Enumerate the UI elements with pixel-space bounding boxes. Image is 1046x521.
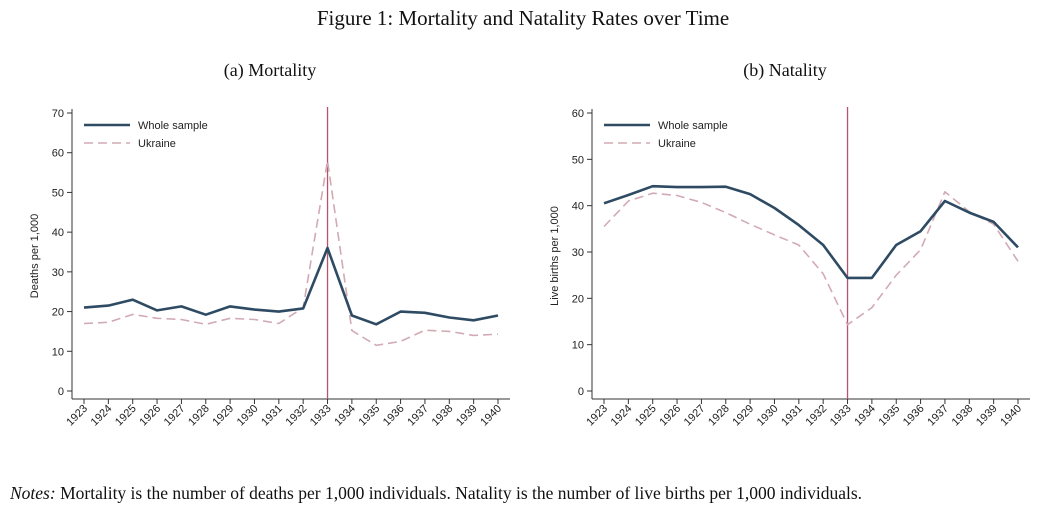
figure-notes: Notes: Mortality is the number of deaths… — [10, 483, 1040, 504]
mortality-x-tick-label: 1933 — [308, 403, 334, 429]
natality-x-tick-label: 1940 — [998, 403, 1024, 429]
mortality-x-tick-label: 1925 — [113, 403, 139, 429]
notes-lead: Notes: — [10, 483, 56, 503]
natality-y-tick-label: 20 — [572, 293, 584, 305]
natality-y-tick-label: 10 — [572, 340, 584, 352]
mortality-y-tick-label: 30 — [52, 267, 64, 279]
mortality-x-tick-label: 1928 — [186, 403, 212, 429]
mortality-y-tick-label: 20 — [52, 307, 64, 319]
mortality-x-tick-label: 1932 — [283, 403, 309, 429]
mortality-x-tick-label: 1940 — [478, 403, 504, 429]
natality-x-tick-label: 1932 — [803, 403, 829, 429]
natality-y-tick-label: 30 — [572, 247, 584, 259]
natality-x-tick-label: 1931 — [779, 403, 805, 429]
mortality-series-whole-sample-line — [83, 246, 499, 326]
natality-x-tick-label: 1936 — [901, 403, 927, 429]
natality-x-tick-label: 1933 — [828, 403, 854, 429]
natality-y-axis-label: Live births per 1,000 — [549, 206, 561, 306]
mortality-x-tick-label: 1936 — [381, 403, 407, 429]
mortality-x-tick-label: 1934 — [332, 403, 358, 429]
mortality-x-tick-label: 1939 — [454, 403, 480, 429]
mortality-x-tick-label: 1926 — [137, 403, 163, 429]
mortality-y-axis-label: Deaths per 1,000 — [29, 214, 41, 298]
mortality-legend-label-ukraine: Ukraine — [138, 138, 176, 150]
mortality-y-tick-label: 70 — [52, 108, 64, 120]
notes-text: Mortality is the number of deaths per 1,… — [60, 483, 863, 503]
mortality-panel-title: (a) Mortality — [223, 60, 317, 80]
natality-y-tick-label: 40 — [572, 201, 584, 213]
natality-x-tick-label: 1926 — [657, 403, 683, 429]
mortality-x-tick-label: 1935 — [357, 403, 383, 429]
mortality-y-tick-label: 50 — [52, 187, 64, 199]
natality-x-tick-label: 1928 — [706, 403, 732, 429]
natality-y-tick-label: 50 — [572, 154, 584, 166]
mortality-x-tick-label: 1931 — [259, 403, 285, 429]
natality-series-ukraine-line — [603, 191, 1019, 326]
mortality-x-tick-label: 1923 — [64, 403, 90, 429]
mortality-x-tick-label: 1924 — [89, 403, 115, 429]
mortality-y-tick-label: 0 — [58, 386, 64, 398]
natality-x-tick-label: 1939 — [974, 403, 1000, 429]
mortality-y-tick-label: 60 — [52, 148, 64, 160]
natality-x-tick-label: 1923 — [584, 403, 610, 429]
mortality-x-tick-label: 1937 — [405, 403, 431, 429]
mortality-x-tick-label: 1930 — [235, 403, 261, 429]
mortality-x-tick-label: 1938 — [430, 403, 456, 429]
natality-x-tick-label: 1930 — [755, 403, 781, 429]
natality-x-tick-label: 1935 — [877, 403, 903, 429]
natality-y-tick-label: 60 — [572, 108, 584, 120]
natality-x-tick-label: 1938 — [950, 403, 976, 429]
natality-y-tick-label: 0 — [578, 386, 584, 398]
mortality-y-tick-label: 40 — [52, 227, 64, 239]
natality-legend-label-whole-sample: Whole sample — [658, 120, 728, 132]
natality-legend-label-ukraine: Ukraine — [658, 138, 696, 150]
natality-x-tick-label: 1929 — [730, 403, 756, 429]
mortality-y-tick-label: 10 — [52, 346, 64, 358]
mortality-series-ukraine-line — [83, 159, 499, 347]
figure-title: Figure 1: Mortality and Natality Rates o… — [316, 6, 730, 30]
mortality-legend-label-whole-sample: Whole sample — [138, 120, 208, 132]
natality-panel-title: (b) Natality — [743, 60, 827, 80]
natality-x-tick-label: 1934 — [852, 403, 878, 429]
mortality-x-tick-label: 1929 — [210, 403, 236, 429]
natality-x-tick-label: 1925 — [633, 403, 659, 429]
natality-series-whole-sample-line — [603, 184, 1019, 280]
natality-x-tick-label: 1937 — [925, 403, 951, 429]
natality-x-tick-label: 1927 — [682, 403, 708, 429]
natality-x-tick-label: 1924 — [609, 403, 635, 429]
mortality-x-tick-label: 1927 — [162, 403, 188, 429]
